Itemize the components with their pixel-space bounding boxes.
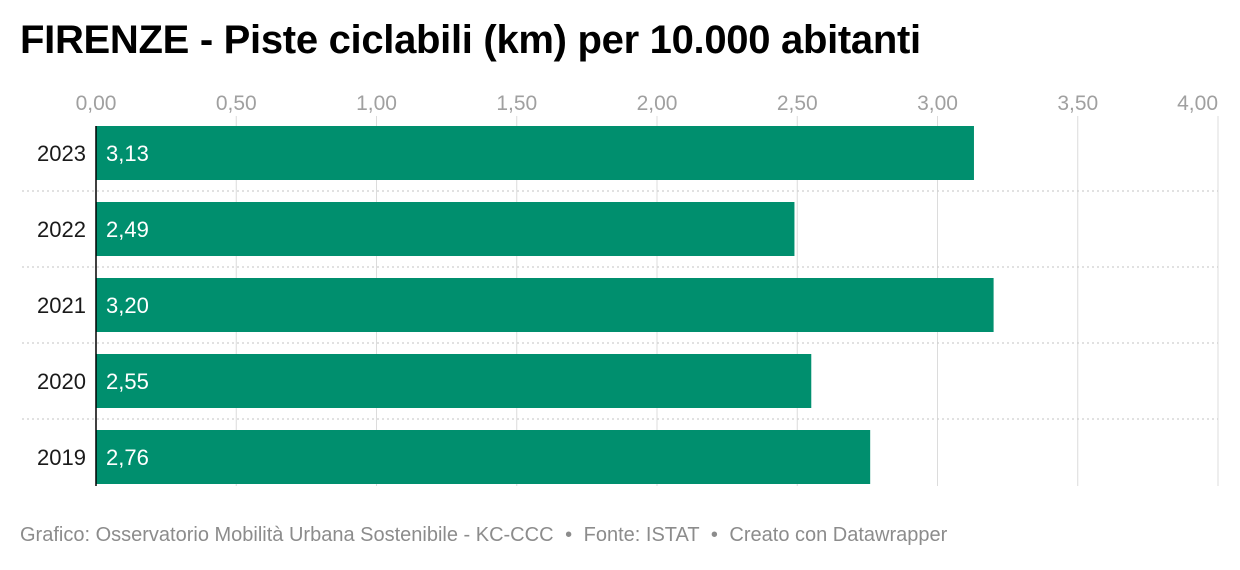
category-label: 2023 — [37, 141, 86, 166]
x-tick-label: 1,50 — [496, 92, 537, 115]
x-axis-ticks: 0,00 0,50 1,00 1,50 2,00 2,50 3,00 3,50 4,00 — [76, 92, 1218, 115]
footer-credit: Grafico: Osservatorio Mobilità Urbana So… — [20, 524, 554, 546]
bar — [96, 354, 812, 408]
bar — [96, 430, 871, 484]
value-label: 2,76 — [106, 445, 149, 470]
footer: Grafico: Osservatorio Mobilità Urbana So… — [20, 524, 947, 547]
x-tick-label: 3,00 — [917, 92, 958, 115]
x-tick-label: 3,50 — [1057, 92, 1098, 115]
x-tick-label: 0,00 — [76, 92, 117, 115]
row-separators — [22, 190, 1218, 420]
value-label: 2,55 — [106, 369, 149, 394]
footer-source: Fonte: ISTAT — [583, 524, 700, 546]
value-label: 3,13 — [106, 141, 149, 166]
x-tick-label: 2,00 — [637, 92, 678, 115]
category-label: 2019 — [37, 445, 86, 470]
category-label: 2020 — [37, 369, 86, 394]
category-label: 2021 — [37, 293, 86, 318]
x-tick-label: 0,50 — [216, 92, 257, 115]
bar — [96, 278, 994, 332]
value-label: 3,20 — [106, 293, 149, 318]
category-label: 2022 — [37, 217, 86, 242]
category-labels: 2023 2022 2021 2020 2019 — [37, 141, 86, 470]
footer-separator: • — [565, 524, 573, 546]
x-tick-label: 4,00 — [1177, 92, 1218, 115]
chart-title: FIRENZE - Piste ciclabili (km) per 10.00… — [20, 18, 921, 62]
bars — [96, 126, 994, 484]
bar — [96, 126, 974, 180]
value-labels: 3,13 2,49 3,20 2,55 2,76 — [106, 141, 149, 470]
footer-separator: • — [710, 524, 718, 546]
bar — [96, 202, 795, 256]
x-tick-label: 2,50 — [777, 92, 818, 115]
footer-tool: Creato con Datawrapper — [729, 524, 948, 546]
x-tick-label: 1,00 — [356, 92, 397, 115]
bar-chart: 0,00 0,50 1,00 1,50 2,00 2,50 3,00 3,50 4,00 202… — [22, 92, 1219, 486]
value-label: 2,49 — [106, 217, 149, 242]
